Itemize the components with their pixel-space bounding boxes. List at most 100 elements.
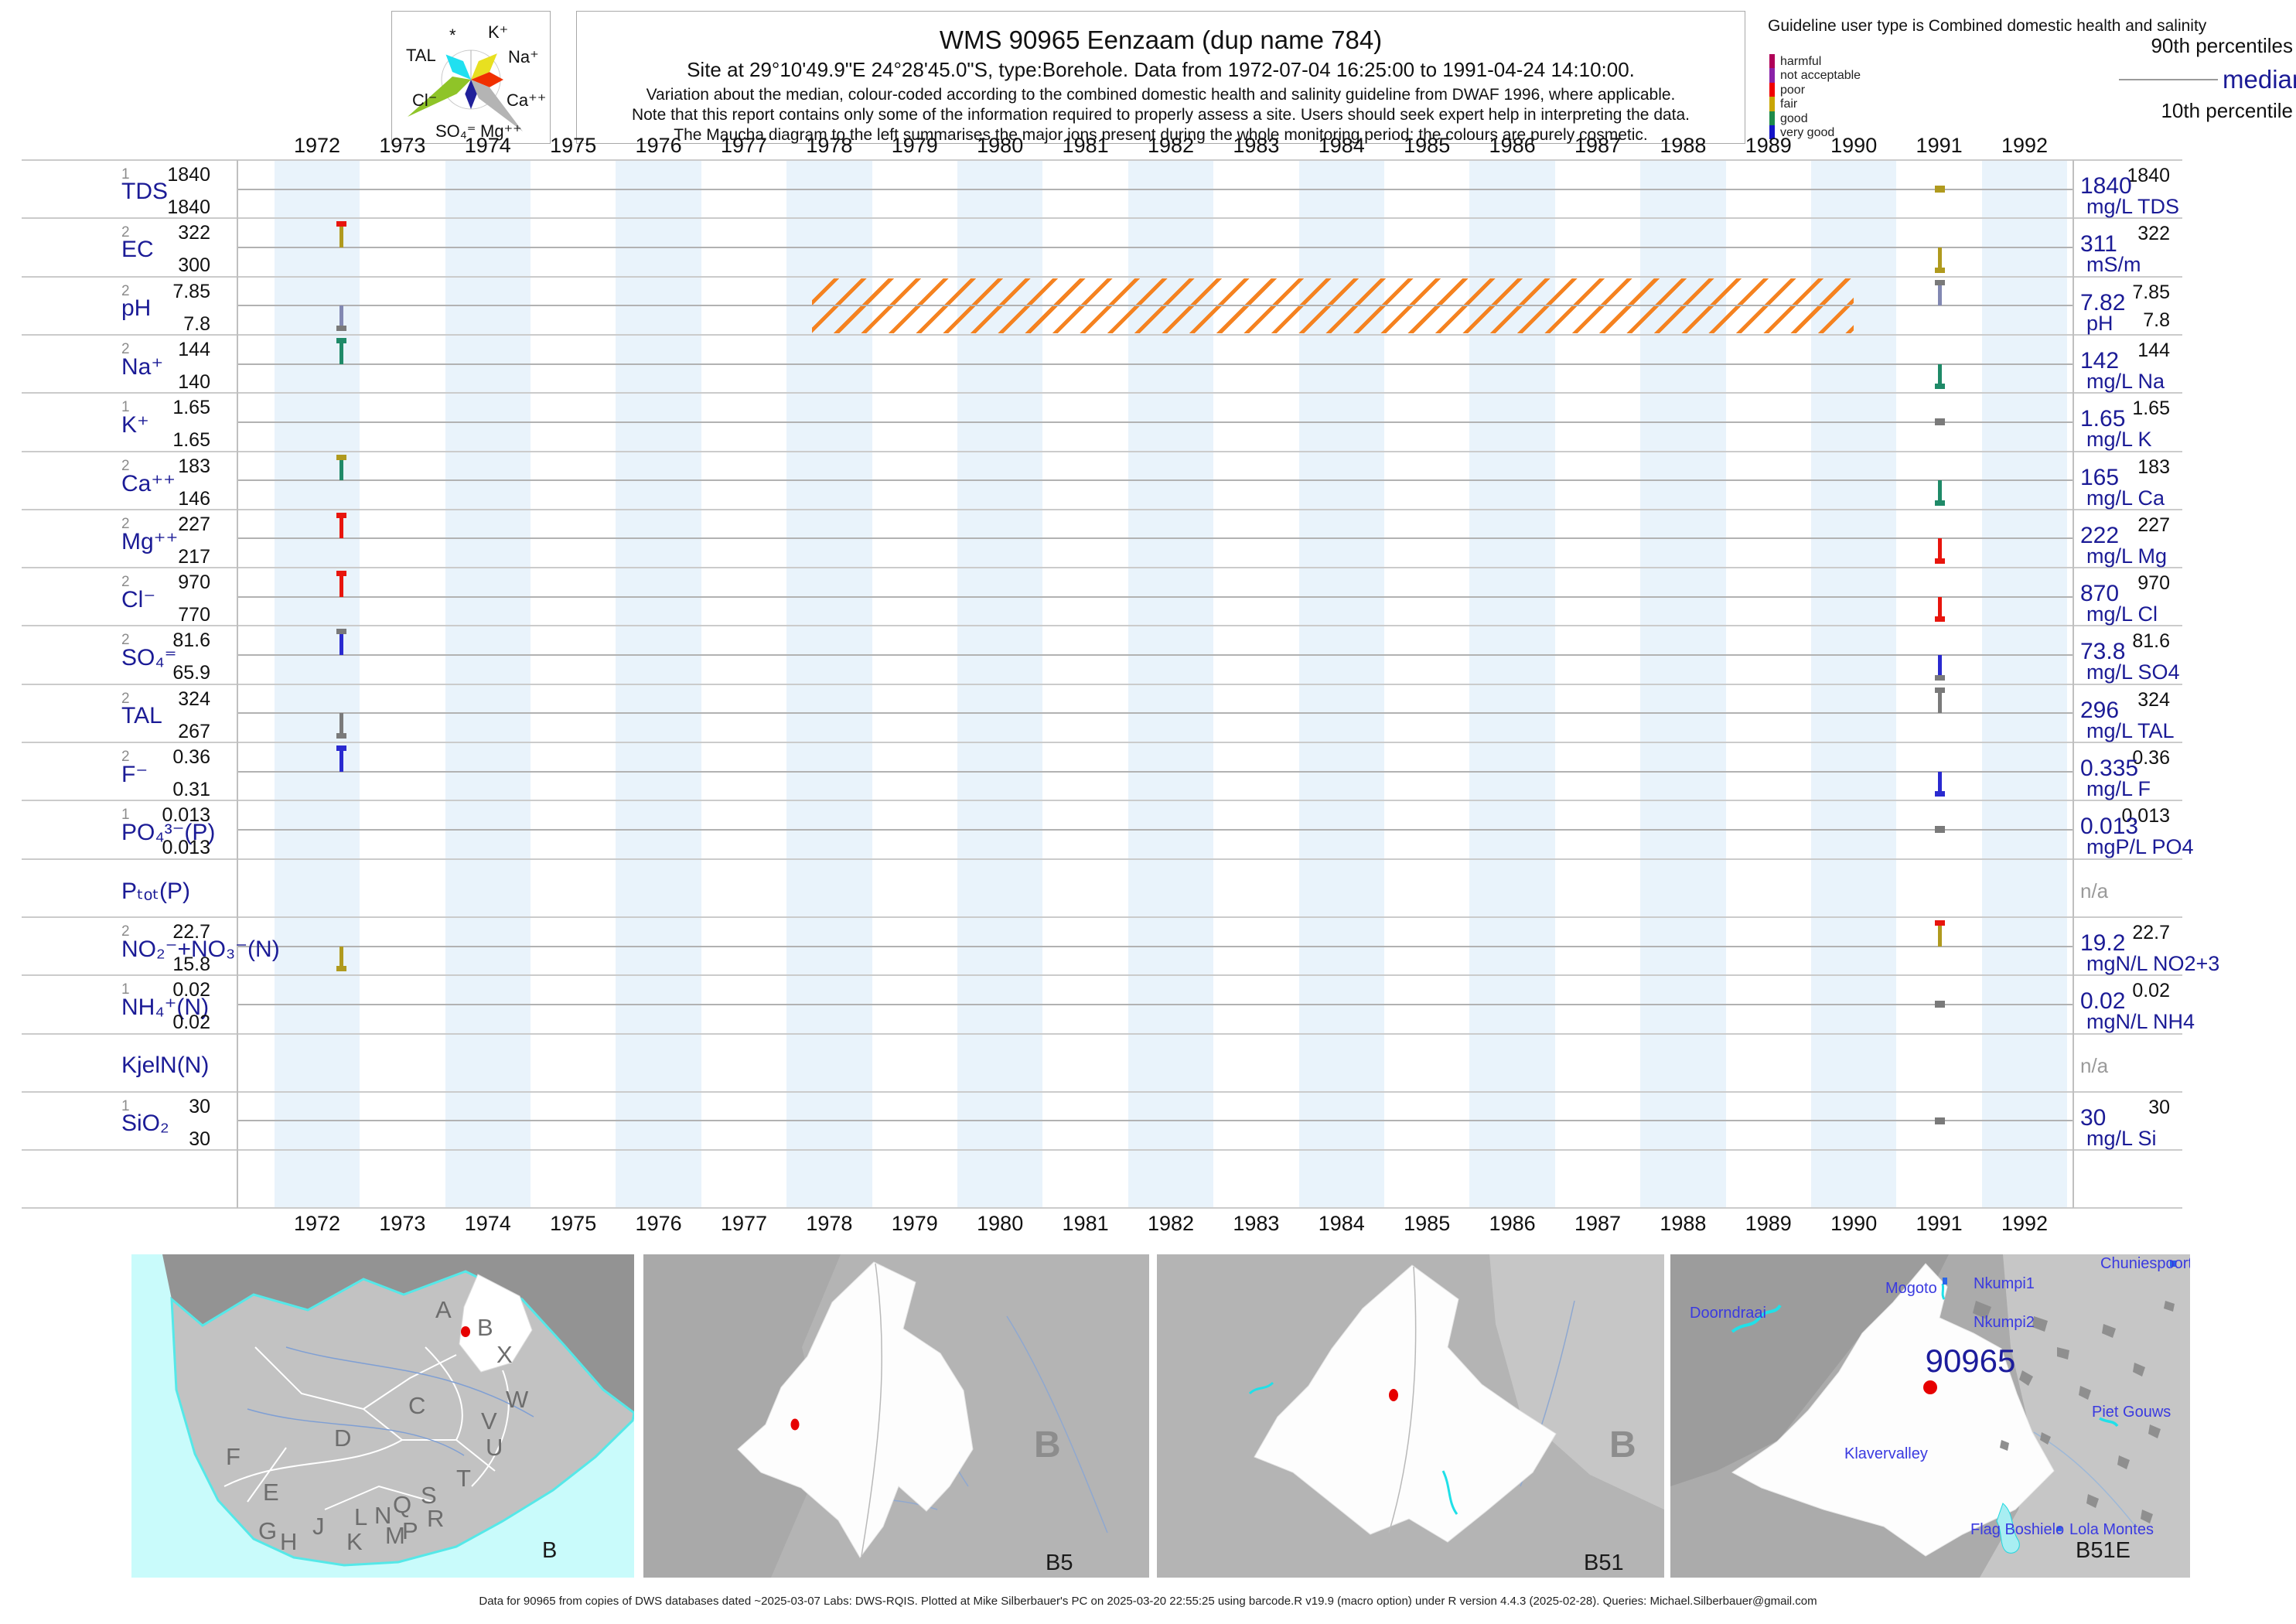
- region-letter: N: [374, 1502, 391, 1529]
- unit-label: mg/L Na: [2086, 369, 2165, 393]
- median-value: 0.02: [2080, 988, 2126, 1015]
- year-label: 1981: [1062, 134, 1109, 157]
- p90-value: 322: [2137, 223, 2170, 245]
- year-label: 1983: [1233, 1212, 1280, 1235]
- median-value: 222: [2080, 522, 2120, 548]
- site-subtitle: Site at 29°10'49.9"E 24°28'45.0"S, type:…: [687, 58, 1635, 81]
- max-value: 0.013: [162, 804, 210, 827]
- unit-label: mg/L TAL: [2086, 718, 2175, 742]
- min-value: 1.65: [172, 429, 210, 452]
- adjacent-region-light: [1980, 1254, 2190, 1578]
- median-line: [238, 770, 2073, 773]
- year-label: 1985: [1404, 1212, 1451, 1235]
- parameter-name: Cl⁻: [121, 587, 156, 613]
- unit-label: mg/L Ca: [2086, 486, 2165, 510]
- parameter-name: pH: [121, 295, 152, 321]
- site-dot: [1389, 1389, 1398, 1401]
- max-value: 322: [178, 222, 210, 244]
- sample-dot: [1934, 1117, 1945, 1124]
- maucha-wedge-na: [471, 53, 497, 80]
- sample-bar-cap: [336, 966, 346, 972]
- median-line: [238, 828, 2073, 831]
- legend-class-label: not acceptable: [1780, 69, 1861, 83]
- min-value: 15.8: [172, 953, 210, 975]
- year-label: 1980: [977, 1212, 1024, 1235]
- place-label: Klavervalley: [1844, 1445, 1928, 1462]
- place-label: Nkumpi1: [1974, 1275, 2035, 1292]
- min-value: 7.8: [183, 312, 210, 335]
- p90-value: 183: [2137, 455, 2170, 478]
- unit-label: mgN/L NO2+3: [2086, 951, 2220, 975]
- median-line: [238, 479, 2073, 482]
- drainage-region-boundaries: [223, 1346, 510, 1510]
- region-letter: J: [312, 1513, 325, 1540]
- median-line: [238, 654, 2073, 657]
- guideline-class-legend: harmful not acceptable poor fair good very go…: [1769, 54, 1924, 143]
- sample-count: 2: [121, 574, 130, 591]
- median-value: 1.65: [2080, 406, 2126, 432]
- row-separator: [22, 974, 2182, 977]
- median-line: [238, 305, 2073, 307]
- region-letter: W: [506, 1386, 529, 1413]
- sample-bar-cap: [336, 629, 346, 635]
- row-separator: [22, 567, 2182, 569]
- highlighted-region-b: [459, 1274, 533, 1373]
- min-value: 146: [178, 487, 210, 510]
- place-label: Flag Boshielo: [1970, 1521, 2064, 1538]
- median-legend-line: [2119, 79, 2218, 80]
- sample-bar-cap: [1934, 616, 1945, 623]
- median-line: [238, 595, 2073, 598]
- sample-count: 2: [121, 515, 130, 532]
- legend-swatch: [1769, 82, 1775, 97]
- sample-bar: [339, 749, 343, 772]
- median-value: 7.82: [2080, 289, 2126, 316]
- year-label: 1982: [1147, 1212, 1195, 1235]
- row-separator: [22, 742, 2182, 743]
- year-label: 1988: [1660, 1212, 1707, 1235]
- median-line: [238, 188, 2073, 190]
- row-separator: [22, 450, 2182, 452]
- region-letter: T: [456, 1465, 471, 1492]
- sample-bar: [1937, 480, 1942, 504]
- maucha-diagram-box: * K⁺ Na⁺ Ca⁺⁺ Mg⁺⁺ SO₄⁼ Cl⁻ TAL: [391, 11, 551, 144]
- site-dot: [1923, 1380, 1937, 1394]
- sample-bar: [339, 632, 343, 656]
- year-label: 1973: [379, 134, 426, 157]
- sample-bar: [339, 574, 343, 597]
- maucha-wedge-cl: [408, 77, 471, 117]
- sample-bar: [1937, 690, 1942, 714]
- region-letter: X: [496, 1341, 513, 1368]
- year-label: 1983: [1233, 134, 1280, 157]
- sample-dot: [1934, 826, 1945, 834]
- sample-count: 1: [121, 807, 130, 824]
- min-value: 267: [178, 720, 210, 742]
- min-value: 770: [178, 604, 210, 626]
- site-id-label: 90965: [1926, 1343, 2016, 1379]
- maucha-wedge-ca: [471, 72, 503, 87]
- unit-label: mg/L Si: [2086, 1126, 2157, 1150]
- row-separator: [22, 1090, 2182, 1093]
- median-value: 19.2: [2080, 930, 2126, 956]
- row-separator: [22, 159, 2182, 161]
- guideline-user-type: Guideline user type is Combined domestic…: [1768, 17, 2207, 35]
- sample-bar-cap: [336, 745, 346, 751]
- year-label: 1978: [806, 1212, 853, 1235]
- median-line: [238, 421, 2073, 423]
- sample-count: 2: [121, 690, 130, 707]
- p90-value: 0.36: [2132, 747, 2170, 769]
- catchment-b51: [1254, 1264, 1557, 1543]
- min-value: 1840: [167, 196, 210, 218]
- max-value: 0.36: [172, 746, 210, 768]
- p90-value: 30: [2148, 1096, 2170, 1118]
- region-letter: F: [226, 1443, 241, 1470]
- year-label: 1991: [1916, 134, 1963, 157]
- sample-count: 1: [121, 1097, 130, 1114]
- median-line: [238, 363, 2073, 365]
- min-value: 0.013: [162, 837, 210, 859]
- sample-bar-cap: [1934, 279, 1945, 285]
- sample-bar: [1937, 923, 1942, 947]
- year-label: 1987: [1574, 1212, 1622, 1235]
- sample-bar: [1937, 771, 1942, 796]
- p90-value: 22.7: [2132, 921, 2170, 943]
